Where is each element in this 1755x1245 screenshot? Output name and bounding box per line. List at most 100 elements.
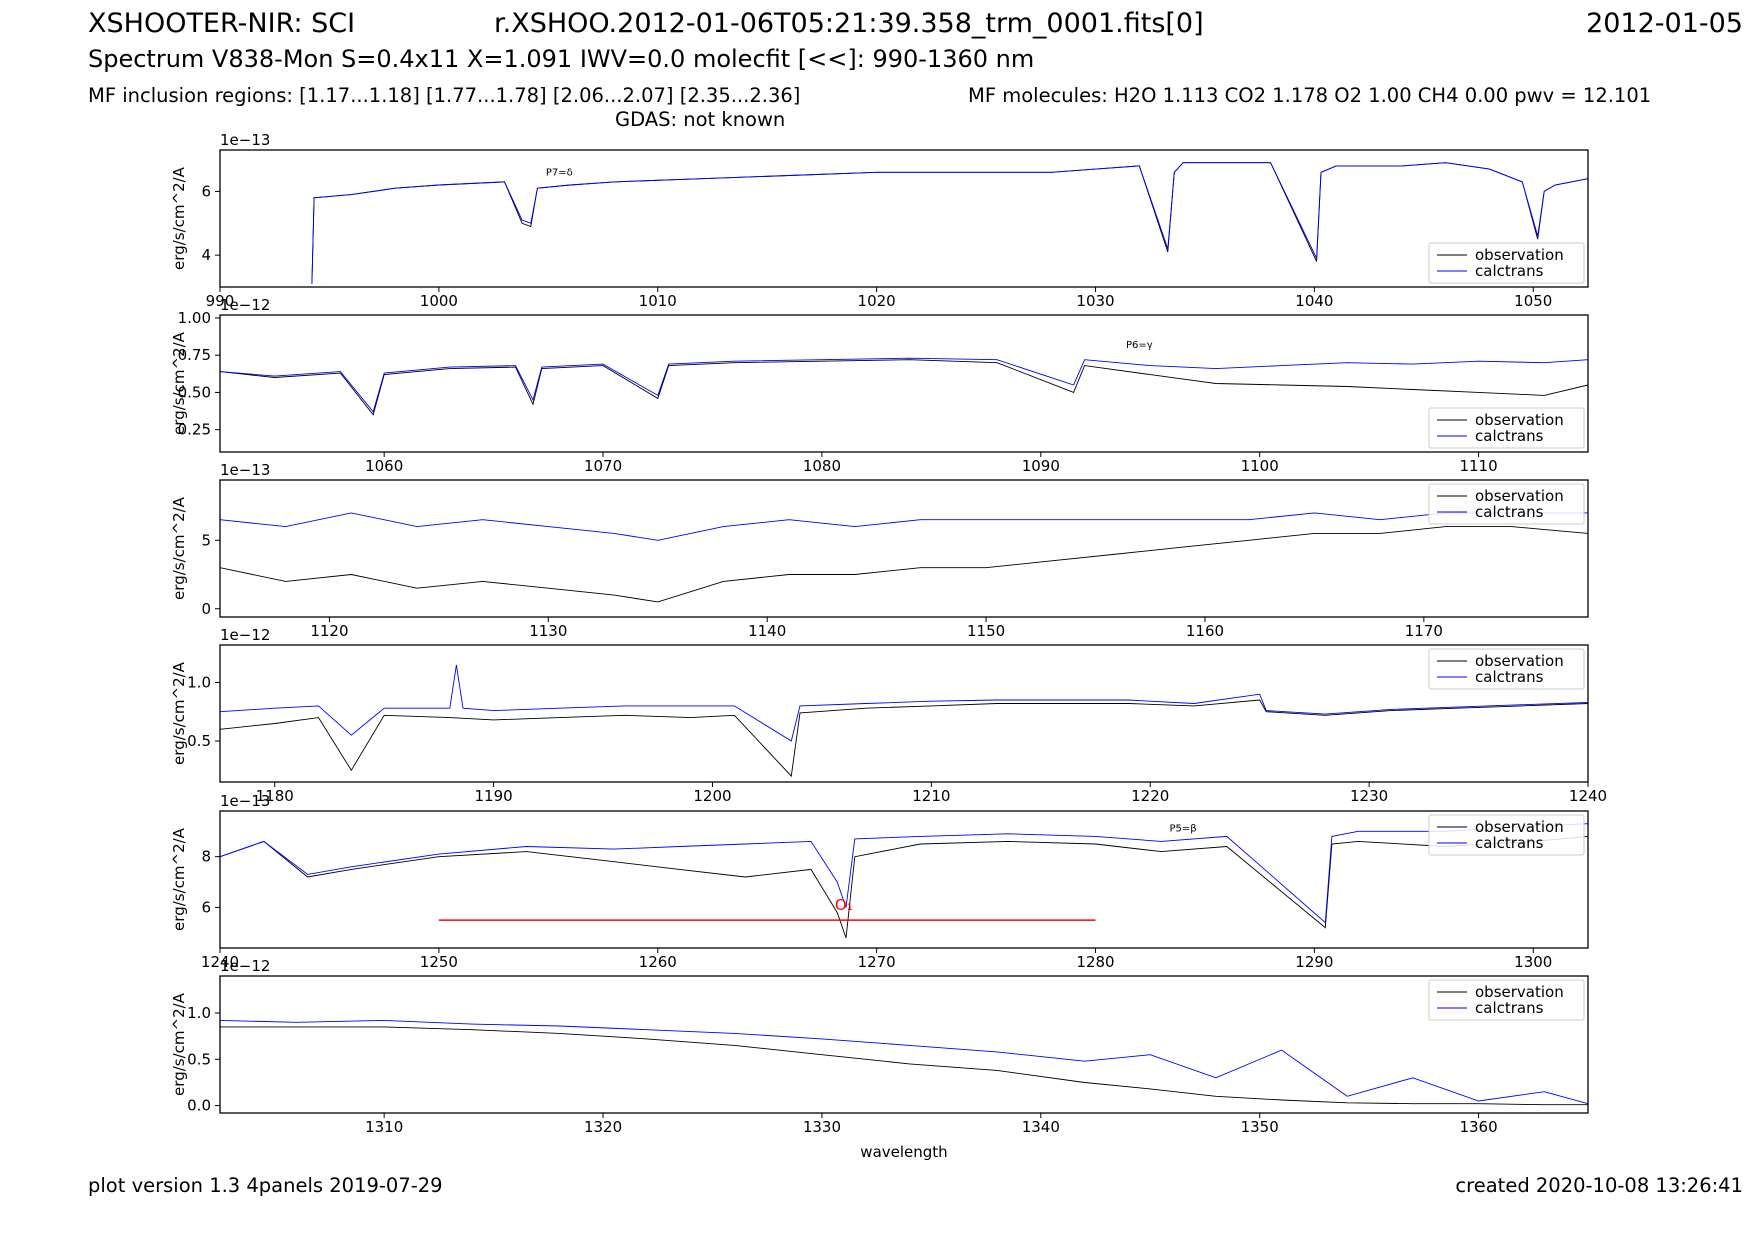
panel-6-xtick-label: 1350 [1241,1118,1279,1136]
panel-3-xtick-label: 1130 [529,622,567,640]
panel-5-xtick-label: 1260 [639,953,677,971]
instrument-title: XSHOOTER-NIR: SCI [88,8,356,39]
panel-5-legend-box [1428,814,1585,856]
panel-5-ytick-label: 6 [201,898,211,916]
panel-2-annotation-1: P6=γ [1126,340,1153,351]
spectrum-subtitle: Spectrum V838-Mon S=0.4x11 X=1.091 IWV=0… [88,45,1035,73]
inclusion-regions-text: MF inclusion regions: [1.17...1.18] [1.7… [88,84,801,107]
panel-2-legend-observation-label: observation [1475,411,1564,429]
panel-3-calctrans-line [220,512,1588,541]
panel-4-calctrans-line [220,664,1588,742]
panel-2-xtick-label: 1080 [803,457,841,475]
panel-3-xtick-label: 1160 [1186,622,1224,640]
panel-6-observation-line [220,1026,1588,1106]
panel-1-ylabel: erg/s/cm^2/A [170,166,188,270]
panel-3-legend-box [1428,483,1585,525]
panel-5-legend-calctrans-label: calctrans [1475,834,1544,852]
panel-1-observation-line [311,162,1588,284]
panel-6-ytick-label: 0.0 [187,1097,211,1115]
panel-1-annotation-1: P7=δ [546,167,573,178]
panel-3-ytick-label: 0 [201,600,211,618]
panel-2-ytick-label: 0.75 [178,346,211,364]
panel-4-legend-calctrans-label: calctrans [1475,668,1544,686]
panel-6-xtick-label: 1360 [1459,1118,1497,1136]
panel-5-xtick-label: 1300 [1514,953,1552,971]
panel-1-exponent-label: 1e−13 [220,131,270,149]
panel-1-xtick-label: 1050 [1514,292,1552,310]
panel-5-observation-line [220,835,1588,939]
panel-4-xtick-label: 1210 [912,787,950,805]
panel-2-frame [219,314,1589,453]
panel-3-xtick-label: 1120 [310,622,348,640]
panel-2-xtick-label: 1060 [365,457,403,475]
panel-6-xtick-label: 1320 [584,1118,622,1136]
panel-4-xtick-label: 1230 [1350,787,1388,805]
panel-3-exponent-label: 1e−13 [220,461,270,479]
panel-3-legend-observation-label: observation [1475,487,1564,505]
panel-4-legend-box [1428,648,1585,690]
panel-3-xtick-label: 1150 [967,622,1005,640]
panel-3-observation-line [220,526,1588,603]
plot-version-footer: plot version 1.3 4panels 2019-07-29 [88,1174,443,1197]
panel-6-legend-box [1428,979,1585,1021]
panel-1-xtick-label: 1030 [1076,292,1114,310]
panel-4-xtick-label: 1220 [1131,787,1169,805]
panel-4-exponent-label: 1e−12 [220,626,270,644]
panel-2-legend-calctrans-label: calctrans [1475,427,1544,445]
panel-4-observation-line [220,699,1588,778]
panel-5-exponent-label: 1e−13 [220,792,270,810]
panel-3-ylabel: erg/s/cm^2/A [170,496,188,600]
panel-4-xtick-label: 1240 [1569,787,1607,805]
panel-1-ytick-label: 6 [201,182,211,200]
panel-5-xtick-label: 1290 [1295,953,1333,971]
panel-5-xtick-label: 1270 [858,953,896,971]
panel-4-ytick-label: 1.0 [187,673,211,691]
molecules-text: MF molecules: H2O 1.113 CO2 1.178 O2 1.0… [968,84,1652,107]
panel-5-calctrans-line [220,823,1588,924]
panel-1-xtick-label: 1000 [420,292,458,310]
panel-3-frame [219,479,1589,618]
panel-5-xtick-label: 1250 [420,953,458,971]
gdas-text: GDAS: not known [615,108,786,131]
panel-2-xtick-label: 1100 [1241,457,1279,475]
panel-1-xtick-label: 1040 [1295,292,1333,310]
panel-6-ytick-label: 1.0 [187,1004,211,1022]
panel-6-xtick-label: 1340 [1022,1118,1060,1136]
panel-1-xtick-label: 1020 [858,292,896,310]
panel-6-legend-calctrans-label: calctrans [1475,999,1544,1017]
panel-3-ytick-label: 5 [201,531,211,549]
panel-6-xlabel: wavelength [860,1143,947,1161]
panel-5-legend-observation-label: observation [1475,818,1564,836]
panel-5-ylabel: erg/s/cm^2/A [170,827,188,931]
panel-6-ylabel: erg/s/cm^2/A [170,992,188,1096]
panel-5-frame [219,810,1589,949]
panel-4-xtick-label: 1200 [693,787,731,805]
panel-2-xtick-label: 1110 [1459,457,1497,475]
panel-1-xtick-label: 990 [206,292,235,310]
panel-6-legend-observation-label: observation [1475,983,1564,1001]
panel-1-legend-observation-label: observation [1475,246,1564,264]
panel-1-ytick-label: 4 [201,246,211,264]
panel-1-xtick-label: 1010 [639,292,677,310]
panel-6-xtick-label: 1330 [803,1118,841,1136]
panel-5-annotation-1: P5=β [1169,823,1196,834]
panel-1-legend-calctrans-label: calctrans [1475,262,1544,280]
panel-2-exponent-label: 1e−12 [220,296,270,314]
panel-2-ytick-label: 1.00 [178,309,211,327]
panel-6-ytick-label: 0.5 [187,1050,211,1068]
panel-4-xtick-label: 1190 [475,787,513,805]
panel-4-ytick-label: 0.5 [187,732,211,750]
panel-4-xtick-label: 1180 [256,787,294,805]
panel-5-xtick-label: 1240 [201,953,239,971]
panel-5-ytick-label: 8 [201,848,211,866]
panel-2-xtick-label: 1090 [1022,457,1060,475]
panel-1-frame [219,149,1589,288]
panel-3-xtick-label: 1170 [1405,622,1443,640]
panel-4-frame [219,644,1589,783]
panel-4-ylabel: erg/s/cm^2/A [170,661,188,765]
panel-6-frame [219,975,1589,1114]
panel-2-observation-line [220,359,1588,416]
panel-2-legend-box [1428,407,1585,449]
date-title: 2012-01-05 [1586,8,1743,39]
